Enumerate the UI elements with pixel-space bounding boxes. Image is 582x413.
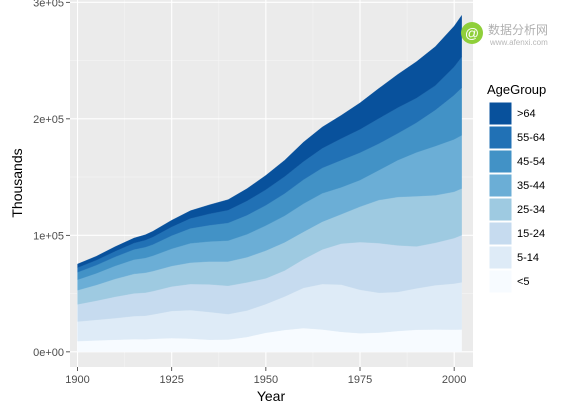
x-tick-label: 1975 <box>348 374 372 386</box>
legend-key-<5 <box>488 269 513 294</box>
legend-label-15-24: 15-24 <box>517 228 545 240</box>
legend-key-5-14 <box>488 245 513 270</box>
watermark: @ 数据分析网 www.afenxi.com <box>461 22 548 47</box>
y-axis: 0e+00 1e+05 2e+05 3e+05 <box>33 0 70 359</box>
legend-label->64: >64 <box>517 108 536 120</box>
legend-key->64 <box>488 101 513 126</box>
y-tick-label: 1e+05 <box>33 230 64 242</box>
area-series <box>77 14 462 353</box>
area->64 <box>77 14 462 268</box>
legend-key-25-34 <box>488 197 513 222</box>
legend-key-15-24 <box>488 221 513 246</box>
legend-key-55-64 <box>488 125 513 150</box>
watermark-logo-icon <box>461 22 483 44</box>
legend-label-<5: <5 <box>517 276 530 288</box>
y-tick-label: 0e+00 <box>33 347 64 359</box>
legend-title: AgeGroup <box>487 82 546 97</box>
legend-label-45-54: 45-54 <box>517 156 545 168</box>
legend: AgeGroup >64 55-64 45-54 35-44 25-34 15-24 5-1… <box>487 82 546 294</box>
y-tick-label: 2e+05 <box>33 114 64 126</box>
legend-label-35-44: 35-44 <box>517 180 545 192</box>
legend-key-45-54 <box>488 149 513 174</box>
x-tick-label: 1950 <box>254 374 278 386</box>
legend-key-35-44 <box>488 173 513 198</box>
watermark-url: www.afenxi.com <box>489 38 548 47</box>
legend-label-55-64: 55-64 <box>517 132 545 144</box>
x-tick-label: 1925 <box>159 374 183 386</box>
watermark-logo-glyph: @ <box>465 25 479 41</box>
x-tick-label: 1900 <box>65 374 89 386</box>
watermark-title: 数据分析网 <box>488 22 548 37</box>
x-axis-title: Year <box>257 388 286 404</box>
y-tick-label: 3e+05 <box>33 0 64 9</box>
legend-label-25-34: 25-34 <box>517 204 545 216</box>
x-tick-label: 2000 <box>442 374 466 386</box>
y-axis-title: Thousands <box>9 148 25 217</box>
legend-label-5-14: 5-14 <box>517 252 539 264</box>
x-axis: 1900 1925 1950 1975 2000 <box>65 367 466 386</box>
